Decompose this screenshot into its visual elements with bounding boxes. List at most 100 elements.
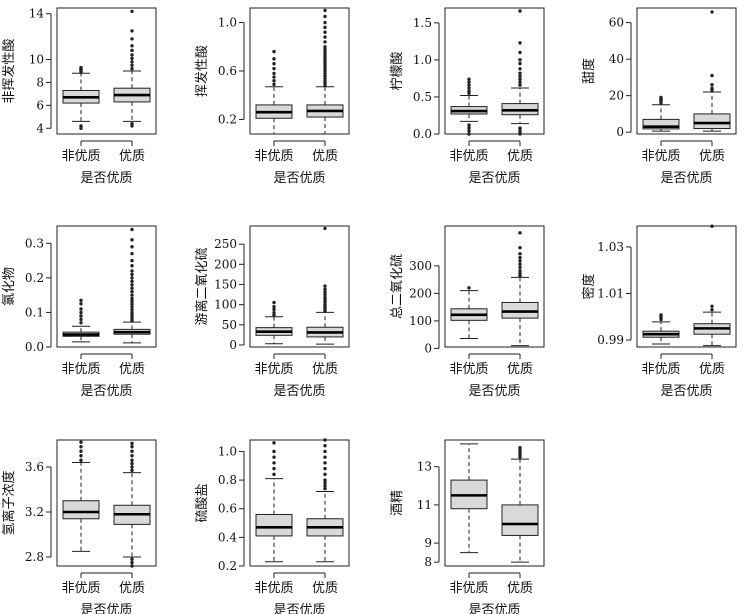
outlier-point: [79, 314, 83, 318]
x-axis-label: 是否优质: [468, 384, 520, 399]
outlier-point: [467, 132, 471, 136]
x-axis-label: 是否优质: [80, 603, 132, 614]
outlier-point: [467, 86, 471, 90]
y-tick-label: 200: [409, 286, 432, 300]
y-tick-label: 0.2: [218, 559, 237, 573]
x-axis-label: 是否优质: [468, 171, 520, 186]
outlier-point: [518, 50, 522, 55]
y-tick-label: 40: [609, 52, 624, 66]
outlier-point: [710, 82, 714, 87]
outlier-point: [518, 83, 522, 87]
x-tick-label: 非优质: [61, 149, 100, 164]
y-axis-label: 氯化物: [2, 267, 17, 306]
plot-frame: [56, 225, 157, 348]
x-tick-label: 非优质: [449, 581, 488, 596]
box-2: [693, 10, 731, 132]
y-tick-label: 0.0: [25, 340, 44, 354]
box-1: [450, 443, 488, 554]
outlier-point: [272, 455, 276, 459]
y-axis-label: 挥发性酸: [194, 45, 210, 97]
box-1: [642, 313, 680, 345]
outlier-point: [130, 305, 134, 309]
y-tick-label: 10: [29, 53, 44, 67]
box-2: [306, 226, 344, 345]
iqr-box: [255, 513, 293, 537]
outlier-point: [323, 438, 327, 442]
y-tick-label: 1.0: [218, 16, 237, 30]
outlier-point: [130, 557, 134, 561]
outlier-point: [130, 286, 134, 290]
y-tick-label: 0.5: [413, 90, 432, 104]
outlier-point: [323, 45, 327, 49]
outlier-point: [79, 440, 83, 444]
plot-frame: [636, 225, 737, 348]
outlier-point: [323, 25, 327, 30]
outlier-point: [130, 238, 134, 242]
x-axis-label: 是否优质: [660, 384, 712, 399]
plot-frame: [444, 225, 545, 348]
outlier-point: [518, 67, 522, 71]
x-tick-label: 优质: [312, 149, 338, 164]
outlier-point: [518, 265, 522, 270]
outlier-point: [518, 271, 522, 276]
x-axis-label: 是否优质: [273, 384, 325, 399]
box-1: [255, 300, 293, 345]
x-tick-label: 优质: [507, 149, 533, 164]
outlier-point: [130, 560, 134, 565]
outlier-point: [130, 458, 134, 462]
outlier-point: [518, 80, 522, 84]
box-2: [693, 224, 731, 347]
outlier-point: [323, 486, 327, 491]
x-axis-label: 是否优质: [80, 171, 132, 186]
plot-frame: [249, 225, 350, 348]
y-tick-label: 300: [409, 259, 432, 273]
x-tick-label: 优质: [119, 581, 145, 596]
outlier-point: [272, 441, 276, 445]
plot-frame: [56, 7, 157, 135]
outlier-point: [79, 307, 83, 311]
outlier-point: [130, 302, 134, 306]
outlier-point: [518, 71, 522, 75]
outlier-point: [79, 302, 83, 306]
outlier-point: [323, 466, 327, 471]
outlier-point: [518, 255, 522, 260]
y-tick-label: 2.8: [25, 550, 44, 564]
outlier-point: [323, 52, 327, 56]
outlier-point: [79, 454, 83, 458]
y-tick-label: 8: [424, 555, 432, 569]
outlier-point: [323, 290, 327, 294]
box-1: [62, 65, 100, 130]
y-tick-label: 3.6: [25, 460, 44, 474]
box-2: [113, 441, 151, 568]
outlier-point: [518, 252, 522, 256]
outlier-point: [323, 57, 327, 61]
outlier-point: [518, 77, 522, 81]
plot-frame: [444, 7, 545, 135]
x-tick-label: 优质: [699, 362, 725, 377]
box-1: [450, 77, 488, 136]
y-axis-label: 酒精: [390, 490, 405, 516]
outlier-point: [323, 30, 327, 34]
outlier-point: [130, 48, 134, 53]
y-tick-label: 0.6: [218, 502, 237, 516]
outlier-point: [323, 455, 327, 459]
outlier-point: [467, 126, 471, 130]
box-2: [113, 227, 151, 344]
outlier-point: [467, 286, 471, 290]
outlier-point: [130, 37, 134, 41]
y-tick-label: 0.8: [218, 473, 237, 487]
y-tick-label: 250: [214, 237, 237, 251]
outlier-point: [518, 58, 522, 62]
outlier-point: [272, 472, 276, 477]
outlier-point: [323, 64, 327, 68]
box-2: [306, 8, 344, 135]
y-tick-label: 1.5: [413, 16, 432, 30]
outlier-point: [710, 308, 714, 312]
outlier-point: [518, 259, 522, 263]
outlier-point: [130, 9, 134, 14]
outlier-point: [130, 53, 134, 57]
box-1: [450, 286, 488, 339]
outlier-point: [323, 49, 327, 54]
outlier-point: [518, 445, 522, 450]
